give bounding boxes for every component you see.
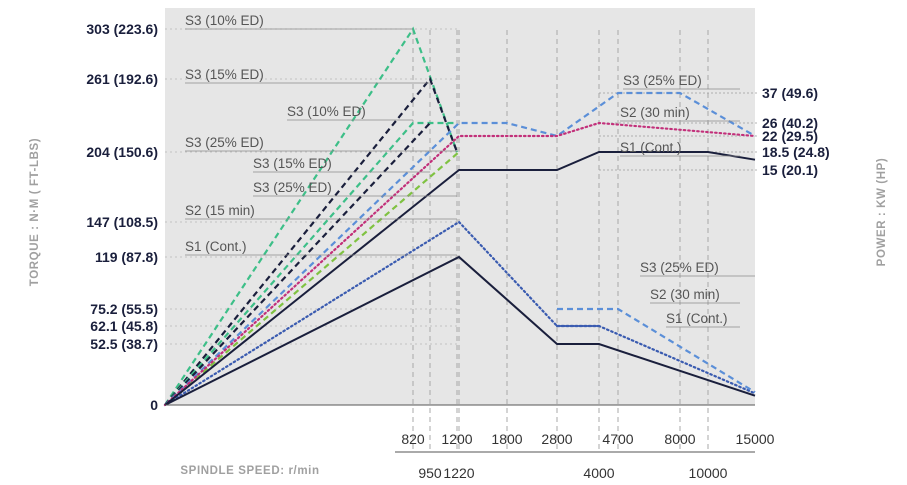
torque-tick-label: 261 (192.6) [86,71,158,87]
guide-lines [165,28,757,450]
x-tick-label-bottom: 10000 [689,465,728,481]
power-series-2 [164,91,756,406]
curve-label: S2 (15 min) [185,203,255,218]
x-tick-label-bottom: 1220 [443,465,474,481]
curve-label: S3 (25% ED) [640,260,719,275]
torque-series-2 [164,151,460,406]
tick-labels: 303 (223.6) 261 (192.6) 204 (150.6) 147 (10… [86,21,829,481]
curve-label: S3 (10% ED) [287,104,366,119]
torque-tick-label: 0 [150,397,158,413]
torque-series-3 [163,220,757,407]
torque-series-5 [557,307,756,394]
curve-label: S1 (Cont.) [620,140,682,155]
curve-labels: S3 (10% ED) S3 (15% ED) S3 (10% ED) S3 (25%… [185,13,755,328]
torque-tick-label: 52.5 (38.7) [90,336,158,352]
power-tick-label: 37 (49.6) [762,85,818,101]
x-tick-label-top: 820 [401,431,425,447]
curve-label: S3 (15% ED) [185,67,264,82]
power-tick-label: 15 (20.1) [762,162,818,178]
torque-tick-label: 204 (150.6) [86,144,158,160]
x-tick-label-top: 1200 [441,431,472,447]
x-tick-label-top: 2800 [541,431,572,447]
curve-label: S1 (Cont.) [185,239,247,254]
y-axis-title-right: POWER : KW (HP) [876,158,888,267]
power-series-1 [164,122,431,406]
torque-tick-label: 147 (108.5) [86,214,158,230]
curve-label: S2 (30 min) [620,105,690,120]
power-tick-label: 26 (40.2) [762,115,818,131]
curve-label: S2 (30 min) [650,287,720,302]
x-tick-label-bottom: 950 [418,465,442,481]
power-series-3 [163,121,757,407]
y-axis-title-left: TORQUE : N·M ( FT-LBS) [29,138,41,286]
x-tick-label-bottom: 4000 [583,465,614,481]
torque-series-1 [164,76,459,406]
curve-label: S3 (10% ED) [185,13,264,28]
plot-area [165,8,755,405]
curve-label: S3 (25% ED) [253,180,332,195]
x-axis-title: SPINDLE SPEED: r/min [180,465,319,477]
torque-tick-label: 303 (223.6) [86,21,158,37]
power-tick-label: 18.5 (24.8) [762,144,830,160]
curve-label: S3 (25% ED) [623,73,702,88]
power-series-0 [164,121,457,406]
curve-label: S1 (Cont.) [666,311,728,326]
x-tick-label-top: 4700 [602,431,633,447]
torque-tick-label: 119 (87.8) [95,249,158,265]
curve-label: S3 (25% ED) [185,135,264,150]
x-tick-label-top: 1800 [491,431,522,447]
curve-label: S3 (15% ED) [253,156,332,171]
torque-tick-label: 62.1 (45.8) [90,318,158,334]
x-tick-label-top: 8000 [664,431,695,447]
x-tick-label-top: 15000 [736,431,775,447]
series-layer [163,26,757,407]
power-tick-label: 22 (29.5) [762,128,818,144]
torque-tick-label: 75.2 (55.5) [90,301,158,317]
power-series-4 [164,151,756,406]
